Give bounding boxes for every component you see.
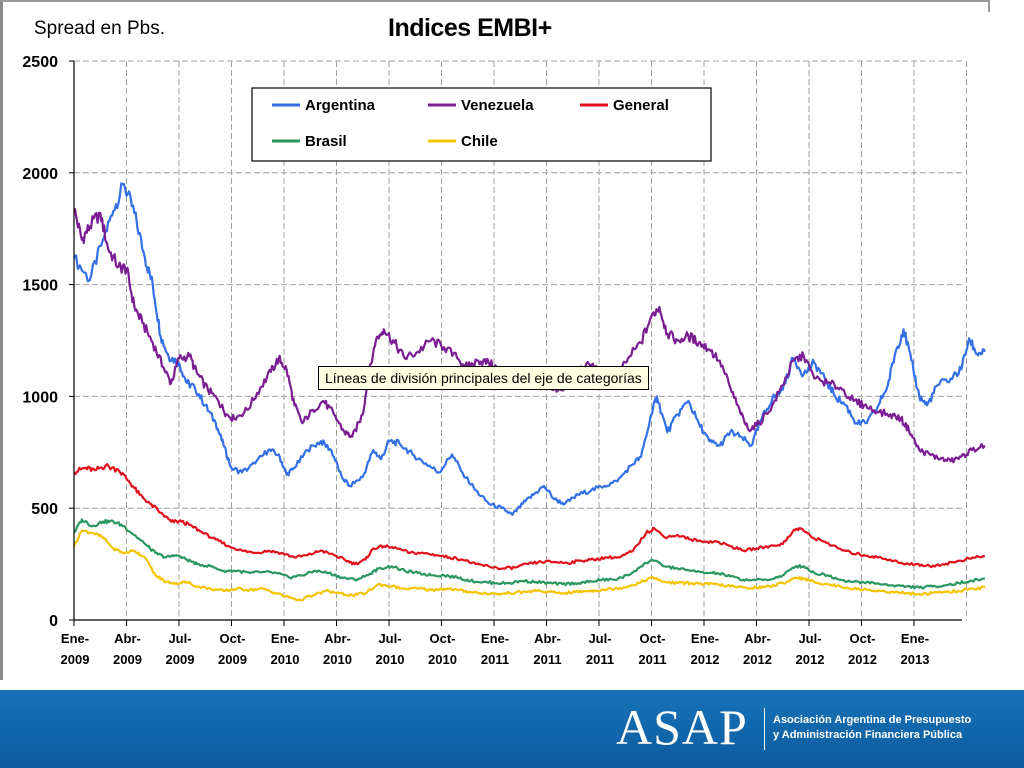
x-tick-label-year: 2011 (638, 652, 666, 667)
y-axis-label: Spread en Pbs. (34, 18, 165, 39)
logo-separator (764, 708, 765, 750)
series-line-argentina (73, 182, 986, 516)
y-tick-label: 1000 (22, 389, 58, 406)
y-tick-label: 1500 (22, 278, 58, 295)
series-line-brasil (73, 518, 985, 590)
x-tick-label-month: Oct- (220, 631, 246, 646)
legend-label-general: General (613, 97, 669, 114)
top-border (0, 0, 990, 2)
x-tick-label-year: 2012 (691, 652, 720, 667)
x-tick-label-month: Ene- (61, 631, 89, 646)
embi-line-chart: 0 500 1000 1500 2000 2500 Ene- 2009 Abr- 2009 Jul… (22, 54, 986, 667)
x-tick-label-month: Ene- (901, 631, 929, 646)
legend-label-chile: Chile (461, 133, 498, 150)
legend-label-brasil: Brasil (305, 133, 347, 150)
x-tick-labels: Ene- 2009 Abr- 2009 Jul- 2009 Oct- 2009 Ene- 2010… (61, 631, 930, 667)
axes (69, 60, 962, 626)
asap-logo: ASAP (616, 699, 748, 755)
x-tick-label-month: Abr- (114, 631, 141, 646)
y-tick-label: 500 (31, 501, 58, 518)
y-tick-label: 2000 (22, 166, 58, 183)
legend-label-venezuela: Venezuela (461, 97, 534, 114)
footer-spacer (0, 680, 1024, 690)
legend-box (251, 87, 712, 162)
left-border (0, 0, 3, 680)
org-name-line1: Asociación Argentina de Presupuesto (773, 714, 972, 726)
org-name-line2: y Administración Financiera Pública (773, 729, 963, 741)
x-tick-label-month: Jul- (168, 631, 191, 646)
x-tick-label-month: Ene- (691, 631, 719, 646)
x-tick-label-month: Jul- (588, 631, 611, 646)
right-border-stub (988, 0, 990, 12)
x-tick-label-month: Oct- (430, 631, 456, 646)
x-tick-label-year: 2010 (323, 652, 352, 667)
y-tick-label: 0 (49, 613, 58, 630)
x-tick-label-month: Abr- (744, 631, 771, 646)
legend: Argentina Venezuela General Brasil Chile (251, 87, 712, 162)
x-tick-label-year: 2013 (901, 652, 930, 667)
x-tick-label-year: 2009 (166, 652, 195, 667)
legend-label-argentina: Argentina (305, 97, 376, 114)
x-tick-label-year: 2009 (61, 652, 90, 667)
x-tick-label-year: 2012 (848, 652, 877, 667)
x-tick-label-month: Abr- (534, 631, 561, 646)
x-tick-label-year: 2009 (218, 652, 247, 667)
x-tick-label-year: 2010 (376, 652, 405, 667)
chart-title: Indices EMBI+ (388, 14, 552, 42)
y-tick-label: 2500 (22, 54, 58, 71)
x-tick-label-month: Jul- (798, 631, 821, 646)
x-tick-label-month: Jul- (378, 631, 401, 646)
x-tick-label-year: 2011 (586, 652, 614, 667)
y-tick-labels: 0 500 1000 1500 2000 2500 (22, 54, 58, 630)
series-line-general (73, 463, 985, 571)
x-tick-label-year: 2011 (481, 652, 509, 667)
x-tick-label-month: Oct- (640, 631, 666, 646)
x-tick-label-year: 2011 (533, 652, 561, 667)
gridline-tooltip: Líneas de división principales del eje d… (318, 366, 649, 390)
x-tick-label-year: 2010 (428, 652, 457, 667)
x-tick-label-month: Ene- (481, 631, 509, 646)
x-tick-label-month: Oct- (850, 631, 876, 646)
footer-banner (0, 690, 1024, 768)
x-tick-label-month: Ene- (271, 631, 299, 646)
x-tick-label-year: 2009 (113, 652, 142, 667)
x-tick-label-year: 2012 (743, 652, 772, 667)
x-tick-label-year: 2012 (796, 652, 825, 667)
x-tick-label-year: 2010 (271, 652, 300, 667)
series-line-chile (72, 529, 986, 602)
x-tick-label-month: Abr- (324, 631, 351, 646)
